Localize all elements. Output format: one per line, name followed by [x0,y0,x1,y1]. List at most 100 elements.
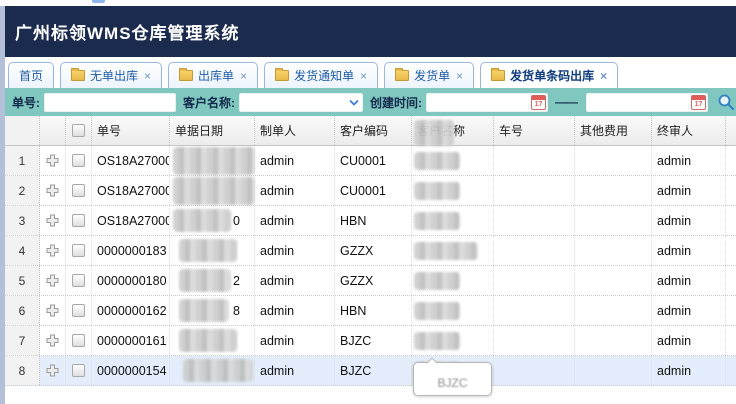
row-checkbox[interactable] [72,214,85,227]
doc-date-cell [170,236,255,265]
row-expander-cell[interactable] [40,146,66,175]
plus-icon[interactable] [46,214,59,227]
car-no-cell [494,236,575,265]
chevron-down-icon[interactable] [348,97,360,109]
close-icon[interactable]: × [456,68,464,83]
header-customer-code[interactable]: 客户编码 [335,116,412,145]
tab-1[interactable]: 首页 [8,62,55,88]
date-from-field[interactable] [426,92,548,112]
row-expander-cell[interactable] [40,206,66,235]
row-expander-cell[interactable] [40,176,66,205]
plus-icon[interactable] [46,304,59,317]
row-number-cell: 7 [5,326,40,355]
header-final-auditor[interactable]: 终审人 [652,116,726,145]
redaction-blur [179,299,229,322]
plus-icon[interactable] [46,184,59,197]
tab-5[interactable]: 发货单 × [384,62,475,88]
header-doc-date[interactable]: 单据日期 [170,116,255,145]
table-row[interactable]: 6 0000000162 admin HBN admin 8 [5,296,736,326]
date-fragment: 8 [233,303,240,318]
close-icon[interactable]: × [600,68,608,83]
plus-icon[interactable] [46,154,59,167]
row-checkbox[interactable] [72,154,85,167]
table-row[interactable]: 4 0000000183 admin GZZX admin [5,236,736,266]
doc-date-cell [170,356,255,385]
date-from-input[interactable] [426,92,548,112]
row-checkbox-cell[interactable] [66,146,92,175]
car-no-cell [494,266,575,295]
final-auditor-cell: admin [652,236,726,265]
row-expander-cell[interactable] [40,266,66,295]
plus-icon[interactable] [46,244,59,257]
row-checkbox-cell[interactable] [66,296,92,325]
plus-icon[interactable] [46,274,59,287]
row-checkbox-cell[interactable] [66,326,92,355]
table-row[interactable]: 3 OS18A270004 admin HBN admin 0 [5,206,736,236]
tab-label: 发货单 [414,69,451,83]
row-checkbox[interactable] [72,274,85,287]
row-expander-cell[interactable] [40,236,66,265]
maker-cell: admin [255,176,335,205]
final-auditor-cell: admin [652,176,726,205]
plus-icon[interactable] [46,364,59,377]
row-checkbox[interactable] [72,244,85,257]
tab-bar: 首页 无单出库 × 出库单 × 发货通知单 × 发货单 × 发货单条码出库 × [5,57,736,88]
tab-6[interactable]: 发货单条码出库 × [480,62,619,88]
tab-2[interactable]: 无单出库 × [60,62,163,88]
redaction-blur [173,209,231,232]
row-number-cell: 6 [5,296,40,325]
row-expander-cell[interactable] [40,296,66,325]
row-expander-cell[interactable] [40,356,66,385]
tab-3[interactable]: 出库单 × [168,62,259,88]
other-fee-cell [575,356,652,385]
search-icon[interactable] [717,93,735,111]
date-to-input[interactable] [586,92,708,112]
row-checkbox[interactable] [72,334,85,347]
row-checkbox[interactable] [72,184,85,197]
header-maker[interactable]: 制单人 [255,116,335,145]
customer-combo[interactable] [239,92,363,112]
doc-date-cell [170,326,255,355]
tab-4[interactable]: 发货通知单 × [264,62,379,88]
table-row[interactable]: 7 0000000161 admin BJZC admin [5,326,736,356]
row-checkbox-cell[interactable] [66,356,92,385]
redaction-blur [414,182,460,200]
table-row[interactable]: 8 0000000154 admin BJZC admin [5,356,736,386]
row-checkbox[interactable] [72,304,85,317]
redaction-blur [179,269,231,292]
plus-icon[interactable] [46,334,59,347]
order-no-cell: 0000000161 [92,326,170,355]
customer-name-cell [412,206,494,235]
car-no-cell [494,146,575,175]
row-checkbox-cell[interactable] [66,176,92,205]
table-row[interactable]: 1 OS18A27000 admin CU0001 admin [5,146,736,176]
date-to-field[interactable] [586,92,708,112]
redaction-blur [414,152,460,170]
created-time-label: 创建时间: [370,95,422,110]
row-checkbox-cell[interactable] [66,266,92,295]
calendar-icon[interactable] [531,94,546,110]
order-no-input[interactable] [44,92,176,112]
close-icon[interactable]: × [144,68,152,83]
table-row[interactable]: 5 0000000180 admin GZZX admin 2 [5,266,736,296]
row-expander-cell[interactable] [40,326,66,355]
customer-combo-input[interactable] [239,92,363,112]
car-no-cell [494,176,575,205]
other-fee-cell [575,266,652,295]
header-order-no[interactable]: 单号 [92,116,170,145]
row-checkbox[interactable] [72,364,85,377]
order-no-cell: OS18A27000 [92,146,170,175]
header-other-fee[interactable]: 其他费用 [575,116,652,145]
folder-icon [491,68,506,81]
close-icon[interactable]: × [240,68,248,83]
calendar-icon[interactable] [691,94,706,110]
row-number-cell: 3 [5,206,40,235]
close-icon[interactable]: × [360,68,368,83]
row-checkbox-cell[interactable] [66,236,92,265]
header-car-no[interactable]: 车号 [494,116,575,145]
table-row[interactable]: 2 OS18A270005 admin CU0001 admin [5,176,736,206]
date-fragment: 2 [233,273,240,288]
row-checkbox-cell[interactable] [66,206,92,235]
select-all-checkbox[interactable] [72,124,85,137]
row-number-cell: 8 [5,356,40,385]
